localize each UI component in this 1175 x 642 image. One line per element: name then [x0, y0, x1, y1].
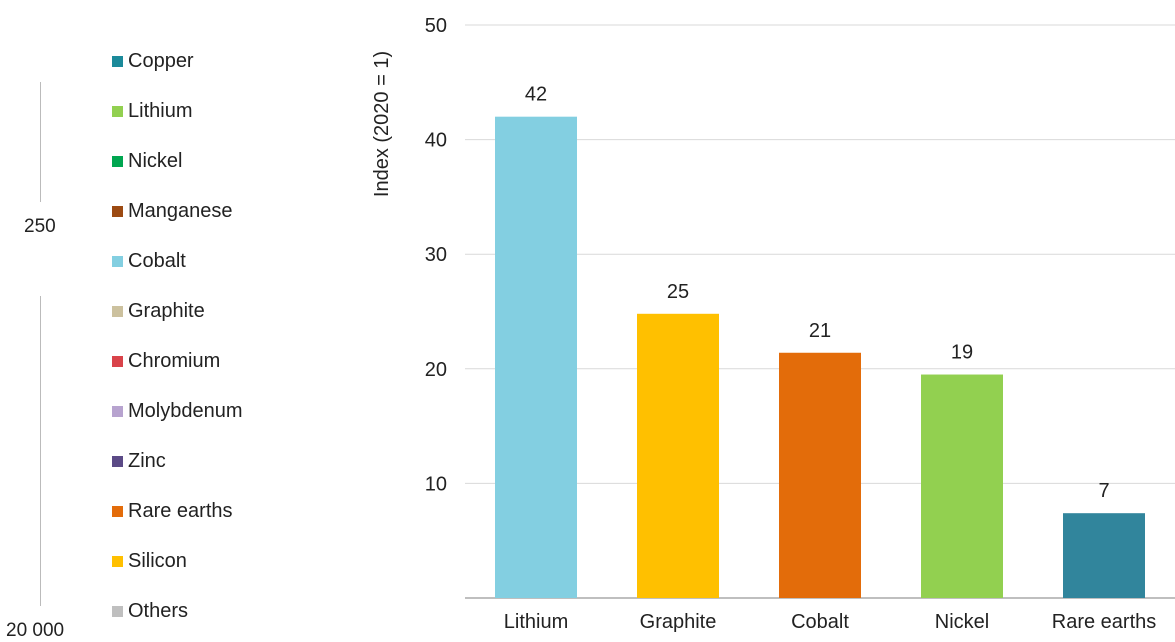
legend-item: Copper: [112, 36, 243, 86]
bar: [921, 374, 1003, 598]
legend-item: Graphite: [112, 286, 243, 336]
legend-label: Copper: [128, 49, 194, 72]
legend-swatch: [112, 155, 123, 167]
y-tick-label: 30: [425, 244, 447, 266]
y-tick-label: 50: [425, 15, 447, 37]
legend-item: Molybdenum: [112, 386, 243, 436]
legend-item: Others: [112, 586, 243, 636]
legend-label: Chromium: [128, 349, 221, 372]
legend-label: Lithium: [128, 99, 193, 122]
data-label: 42: [525, 84, 547, 106]
legend-item: Lithium: [112, 86, 243, 136]
x-tick-label: Graphite: [640, 611, 717, 633]
data-label: 25: [667, 281, 689, 303]
bar: [1063, 513, 1145, 598]
legend-item: Chromium: [112, 336, 243, 386]
bar: [637, 313, 719, 598]
legend-label: Manganese: [128, 199, 233, 222]
x-tick-label: Nickel: [935, 611, 989, 633]
legend-swatch: [112, 605, 123, 617]
legend-swatch: [112, 505, 123, 517]
x-tick-label: Lithium: [504, 611, 568, 633]
y-tick-label: 20: [425, 359, 447, 381]
legend-label: Others: [128, 599, 189, 622]
legend-item: Rare earths: [112, 486, 243, 536]
legend-label: Silicon: [128, 549, 187, 572]
legend-item: Nickel: [112, 136, 243, 186]
legend-swatch: [112, 305, 123, 317]
legend-label: Nickel: [128, 149, 183, 172]
legend-label: Graphite: [128, 299, 205, 322]
legend-label: Molybdenum: [128, 399, 243, 422]
side-axis-line-lower: [40, 296, 41, 606]
legend-swatch: [112, 455, 123, 467]
legend-swatch: [112, 55, 123, 67]
y-tick-label: 10: [425, 473, 447, 495]
legend-item: Zinc: [112, 436, 243, 486]
legend-swatch: [112, 355, 123, 367]
legend-swatch: [112, 205, 123, 217]
legend-label: Cobalt: [128, 249, 186, 272]
legend-label: Zinc: [128, 449, 166, 472]
data-label: 21: [809, 320, 831, 342]
legend-swatch: [112, 555, 123, 567]
bar: [495, 116, 577, 599]
legend-item: Cobalt: [112, 236, 243, 286]
bar: [779, 352, 861, 598]
legend: Copper Lithium Nickel Manganese Cobalt Graphi…: [112, 36, 243, 636]
legend-label: Rare earths: [128, 499, 233, 522]
data-label: 7: [1098, 480, 1109, 502]
data-label: 19: [951, 342, 973, 364]
side-axis-line-upper: [40, 82, 41, 202]
legend-item: Manganese: [112, 186, 243, 236]
y-tick-label: 40: [425, 130, 447, 152]
x-tick-label: Cobalt: [791, 611, 849, 633]
y-axis-title: Index (2020 = 1): [371, 51, 393, 197]
legend-item: Silicon: [112, 536, 243, 586]
side-axis-label-top: 250: [24, 216, 56, 237]
legend-swatch: [112, 405, 123, 417]
x-tick-label: Rare earths: [1052, 611, 1157, 633]
legend-swatch: [112, 105, 123, 117]
legend-swatch: [112, 255, 123, 267]
